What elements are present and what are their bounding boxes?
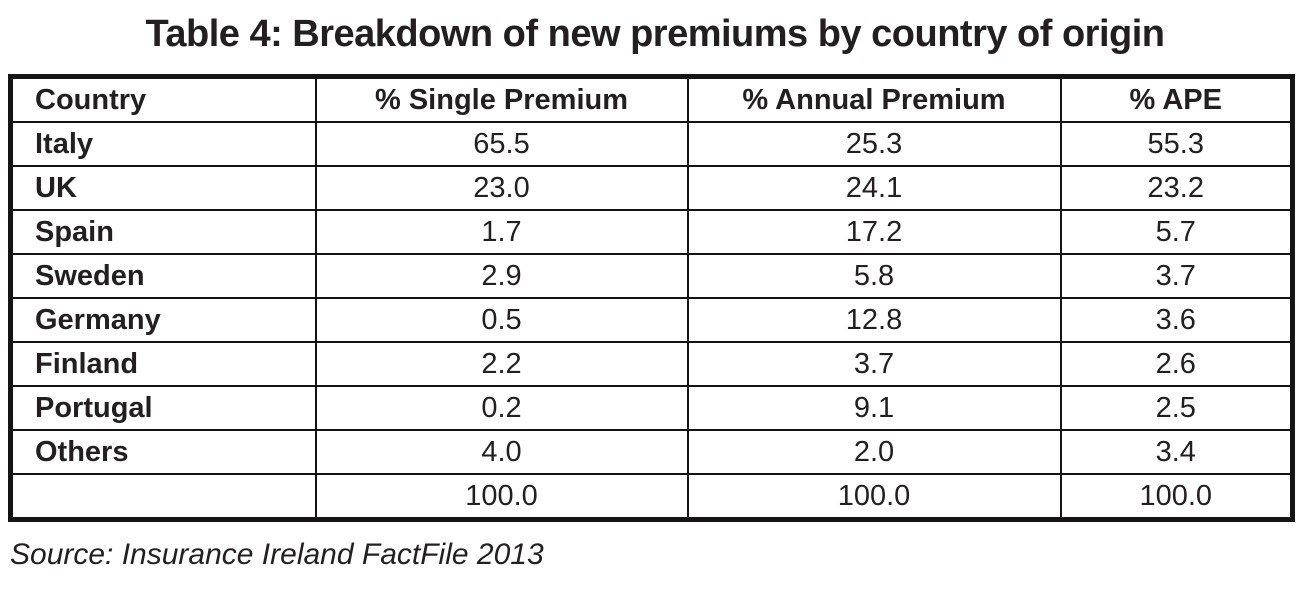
column-header: Country [9,75,317,123]
value-cell: 3.7 [1059,253,1294,299]
value-cell: 12.8 [686,297,1062,343]
document-page: Table 4: Breakdown of new premiums by co… [0,8,1310,602]
table-row: Sweden 2.9 5.8 3.7 [9,253,1294,299]
value-cell: 25.3 [686,121,1062,167]
value-cell: 5.7 [1059,209,1294,255]
country-cell: Portugal [9,385,317,431]
country-cell: Finland [9,341,317,387]
value-cell: 2.2 [314,341,689,387]
value-cell: 17.2 [686,209,1062,255]
value-cell: 100.0 [314,473,689,521]
value-cell: 3.6 [1059,297,1294,343]
value-cell: 55.3 [1059,121,1294,167]
table-row: UK 23.0 24.1 23.2 [9,165,1294,211]
header-row: Country% Single Premium% Annual Premium%… [9,75,1294,123]
value-cell: 23.2 [1059,165,1294,211]
country-cell: Sweden [9,253,317,299]
table-body: Italy 65.5 25.3 55.3 UK 23.0 24.1 23.2 Spain 1.7 1… [9,121,1294,521]
premiums-table: Country% Single Premium% Annual Premium%… [8,74,1295,522]
table-row: Portugal 0.2 9.1 2.5 [9,385,1294,431]
value-cell: 65.5 [314,121,689,167]
value-cell: 24.1 [686,165,1062,211]
value-cell: 2.9 [314,253,689,299]
value-cell: 4.0 [314,429,689,475]
value-cell: 100.0 [1059,473,1294,521]
column-header: % APE [1059,75,1294,123]
table-row: Spain 1.7 17.2 5.7 [9,209,1294,255]
column-header: % Annual Premium [686,75,1062,123]
table-row: Finland 2.2 3.7 2.6 [9,341,1294,387]
value-cell: 0.2 [314,385,689,431]
table-row: Italy 65.5 25.3 55.3 [9,121,1294,167]
country-cell: Others [9,429,317,475]
value-cell: 3.4 [1059,429,1294,475]
value-cell: 3.7 [686,341,1062,387]
value-cell: 0.5 [314,297,689,343]
value-cell: 100.0 [686,473,1062,521]
value-cell: 2.0 [686,429,1062,475]
table-row: Others 4.0 2.0 3.4 [9,429,1294,475]
country-cell: Italy [9,121,317,167]
country-cell: UK [9,165,317,211]
value-cell: 2.6 [1059,341,1294,387]
country-cell: Germany [9,297,317,343]
value-cell: 1.7 [314,209,689,255]
value-cell: 9.1 [686,385,1062,431]
table-row: 100.0 100.0 100.0 [9,473,1294,521]
value-cell: 23.0 [314,165,689,211]
table-title: Table 4: Breakdown of new premiums by co… [145,13,1165,55]
value-cell: 2.5 [1059,385,1294,431]
country-cell: Spain [9,209,317,255]
table-row: Germany 0.5 12.8 3.6 [9,297,1294,343]
value-cell: 5.8 [686,253,1062,299]
source-note: Source: Insurance Ireland FactFile 2013 [10,538,544,571]
country-cell [9,473,317,521]
column-header: % Single Premium [314,75,689,123]
